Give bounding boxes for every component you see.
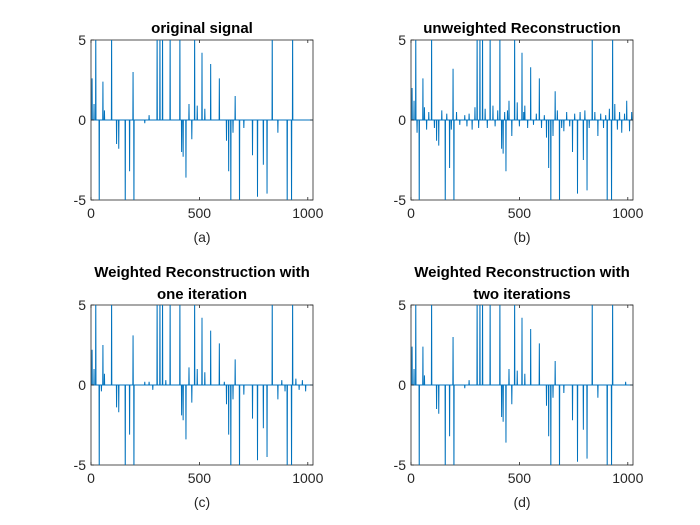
- y-tick-label: 5: [398, 297, 406, 313]
- y-tick-label: 0: [78, 377, 86, 393]
- x-tick-label: 1000: [292, 205, 323, 221]
- subplot-caption: (c): [194, 494, 210, 510]
- x-tick-label: 500: [508, 205, 532, 221]
- x-tick-label: 0: [87, 470, 95, 486]
- x-tick-label: 500: [508, 470, 532, 486]
- x-tick-label: 1000: [612, 205, 643, 221]
- x-tick-label: 0: [87, 205, 95, 221]
- x-tick-label: 500: [188, 205, 212, 221]
- signal-line: [91, 305, 313, 465]
- chart-title: Weighted Reconstruction with: [94, 264, 310, 281]
- y-tick-label: -5: [394, 457, 407, 473]
- y-tick-label: 5: [78, 297, 86, 313]
- y-tick-label: -5: [394, 192, 407, 208]
- y-tick-label: 5: [78, 32, 86, 48]
- x-tick-label: 1000: [292, 470, 323, 486]
- x-tick-label: 1000: [612, 470, 643, 486]
- x-tick-label: 0: [407, 205, 415, 221]
- y-tick-label: 0: [78, 112, 86, 128]
- y-tick-label: 0: [398, 377, 406, 393]
- x-tick-label: 500: [188, 470, 212, 486]
- y-tick-label: 5: [398, 32, 406, 48]
- y-tick-label: 0: [398, 112, 406, 128]
- signal-line: [411, 305, 633, 465]
- chart-title: original signal: [151, 20, 253, 37]
- chart-title: Weighted Reconstruction with: [414, 264, 630, 281]
- chart-title: two iterations: [473, 286, 571, 303]
- signal-line: [411, 40, 633, 200]
- chart-title: unweighted Reconstruction: [423, 20, 621, 37]
- x-tick-label: 0: [407, 470, 415, 486]
- y-tick-label: -5: [74, 457, 87, 473]
- subplot-caption: (a): [193, 229, 210, 245]
- chart-title: one iteration: [157, 286, 247, 303]
- subplot-caption: (b): [513, 229, 530, 245]
- signal-line: [91, 40, 313, 200]
- y-tick-label: -5: [74, 192, 87, 208]
- subplot-caption: (d): [513, 494, 530, 510]
